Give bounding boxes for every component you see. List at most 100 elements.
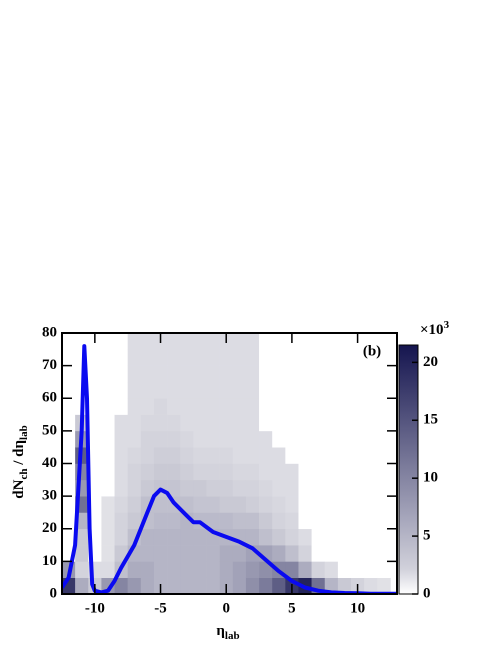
heatmap-cell — [101, 414, 115, 432]
heatmap-cell — [193, 561, 207, 578]
heatmap-cell — [140, 414, 155, 432]
heatmap-cell — [180, 528, 194, 546]
heatmap-cell — [88, 496, 102, 513]
heatmap-cell — [311, 414, 326, 432]
heatmap-cell — [311, 381, 326, 399]
heatmap-cell — [180, 447, 194, 464]
heatmap-cell — [285, 528, 299, 546]
heatmap-cell — [88, 398, 102, 415]
heatmap-cell — [298, 381, 312, 399]
heatmap-cell — [232, 577, 247, 595]
heatmap-cell — [62, 349, 76, 366]
heatmap-cell — [377, 333, 391, 350]
heatmap-cell — [259, 561, 273, 578]
heatmap-cell — [219, 414, 234, 432]
heatmap-cell — [351, 381, 365, 399]
heatmap-cell — [140, 398, 155, 415]
panel-label: (b) — [363, 343, 381, 359]
heatmap-cell — [101, 381, 115, 399]
heatmap-cell — [62, 414, 76, 432]
heatmap-cell — [232, 561, 247, 578]
heatmap-cell — [259, 333, 273, 350]
heatmap-cell — [351, 545, 365, 562]
heatmap-cell — [127, 496, 142, 513]
heatmap-cell — [259, 496, 273, 513]
y-axis-title: dNch / dηlab — [11, 425, 29, 498]
heatmap-cell — [101, 545, 115, 562]
x-tick-label: -5 — [154, 600, 167, 616]
heatmap-cell — [219, 463, 234, 481]
y-tick-label: 80 — [42, 324, 57, 340]
heatmap-cell — [364, 512, 378, 530]
heatmap-cell — [285, 414, 299, 432]
heatmap-cell — [324, 512, 339, 530]
heatmap-cell — [311, 430, 326, 448]
y-tick-label: 0 — [50, 585, 58, 601]
heatmap-cell — [351, 463, 365, 481]
heatmap-cell — [272, 430, 286, 448]
heatmap-cell — [219, 430, 234, 448]
heatmap-cell — [88, 349, 102, 366]
heatmap-cell — [127, 414, 142, 432]
heatmap-cell — [351, 365, 365, 383]
heatmap-cell — [167, 365, 181, 383]
heatmap-cell — [180, 496, 194, 513]
heatmap-cell — [153, 414, 168, 432]
colorbar-tick-label: 20 — [423, 354, 438, 370]
heatmap-cell — [232, 333, 247, 350]
heatmap-cell — [88, 365, 102, 383]
heatmap-cell — [206, 365, 220, 383]
heatmap-cell — [245, 479, 260, 497]
heatmap-cell — [62, 398, 76, 415]
heatmap-cell — [219, 545, 234, 562]
heatmap-cell — [167, 479, 181, 497]
heatmap-cell — [298, 447, 312, 464]
colorbar-label: ×103 — [420, 319, 450, 339]
heatmap-cell — [167, 545, 181, 562]
heatmap-cell — [127, 577, 142, 595]
heatmap-cell — [377, 561, 391, 578]
colorbar-label-main: ×10 — [420, 322, 444, 338]
heatmap-cell — [311, 496, 326, 513]
heatmap-cell — [101, 463, 115, 481]
heatmap-cell — [219, 381, 234, 399]
heatmap-cell — [285, 365, 299, 383]
heatmap-cell — [351, 430, 365, 448]
heatmap-cell — [101, 479, 115, 497]
heatmap-cell — [127, 430, 142, 448]
heatmap-cell — [377, 381, 391, 399]
heatmap-cell — [206, 496, 220, 513]
heatmap-cell — [127, 512, 142, 530]
heatmap-cell — [337, 528, 352, 546]
heatmap-cell — [101, 365, 115, 383]
heatmap-cell — [127, 463, 142, 481]
y-tick-label: 50 — [42, 422, 57, 438]
heatmap-cell — [101, 398, 115, 415]
colorbar-tick-label: 15 — [423, 412, 438, 428]
heatmap-cell — [219, 561, 234, 578]
heatmap-cell — [88, 463, 102, 481]
heatmap-cell — [298, 349, 312, 366]
heatmap-cell — [167, 430, 181, 448]
heatmap-cell — [311, 398, 326, 415]
heatmap-cell — [153, 398, 168, 415]
heatmap-cell — [167, 414, 181, 432]
heatmap-cell — [298, 365, 312, 383]
heatmap-cell — [272, 496, 286, 513]
heatmap-cell — [75, 545, 89, 562]
y-tick-label: 40 — [42, 455, 57, 471]
heatmap-cell — [245, 333, 260, 350]
heatmap-cell — [206, 561, 220, 578]
heatmap-cell — [351, 512, 365, 530]
heatmap-cell — [232, 398, 247, 415]
heatmap-cell — [180, 577, 194, 595]
heatmap-cell — [219, 398, 234, 415]
heatmap-cell — [232, 349, 247, 366]
heatmap-cell — [180, 381, 194, 399]
heatmap-cell — [364, 414, 378, 432]
heatmap-cell — [364, 496, 378, 513]
heatmap-cell — [272, 463, 286, 481]
heatmap-cell — [114, 545, 128, 562]
